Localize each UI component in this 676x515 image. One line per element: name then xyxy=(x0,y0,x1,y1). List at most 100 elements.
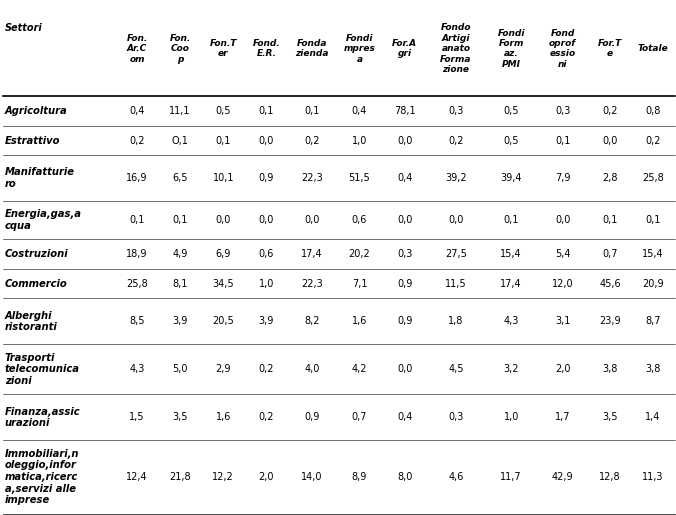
Text: 17,4: 17,4 xyxy=(301,249,322,259)
Text: 8,2: 8,2 xyxy=(304,316,320,327)
Text: 4,5: 4,5 xyxy=(448,364,464,374)
Text: 0,0: 0,0 xyxy=(259,215,274,225)
Text: 0,2: 0,2 xyxy=(602,106,618,116)
Text: 39,4: 39,4 xyxy=(500,173,522,183)
Text: 0,0: 0,0 xyxy=(555,215,571,225)
Text: 15,4: 15,4 xyxy=(642,249,664,259)
Text: 4,3: 4,3 xyxy=(129,364,145,374)
Text: 20,5: 20,5 xyxy=(212,316,234,327)
Text: 12,0: 12,0 xyxy=(552,279,573,289)
Text: 0,4: 0,4 xyxy=(397,173,412,183)
Text: 1,0: 1,0 xyxy=(352,135,367,146)
Text: 0,0: 0,0 xyxy=(397,135,412,146)
Text: Commercio: Commercio xyxy=(5,279,68,289)
Text: 0,9: 0,9 xyxy=(304,413,320,422)
Text: 0,1: 0,1 xyxy=(172,215,188,225)
Text: 8,9: 8,9 xyxy=(352,472,367,482)
Text: 78,1: 78,1 xyxy=(394,106,416,116)
Text: 0,2: 0,2 xyxy=(448,135,464,146)
Text: 6,9: 6,9 xyxy=(216,249,231,259)
Text: 3,8: 3,8 xyxy=(646,364,660,374)
Text: 3,8: 3,8 xyxy=(602,364,618,374)
Text: 0,0: 0,0 xyxy=(259,135,274,146)
Text: 22,3: 22,3 xyxy=(301,279,322,289)
Text: O,1: O,1 xyxy=(172,135,189,146)
Text: 0,8: 0,8 xyxy=(646,106,660,116)
Text: 0,2: 0,2 xyxy=(646,135,661,146)
Text: 4,2: 4,2 xyxy=(352,364,367,374)
Text: 21,8: 21,8 xyxy=(169,472,191,482)
Text: 0,9: 0,9 xyxy=(397,279,412,289)
Text: 45,6: 45,6 xyxy=(599,279,621,289)
Text: 3,1: 3,1 xyxy=(555,316,571,327)
Text: 0,4: 0,4 xyxy=(129,106,145,116)
Text: 2,8: 2,8 xyxy=(602,173,618,183)
Text: Alberghi
ristoranti: Alberghi ristoranti xyxy=(5,311,57,332)
Text: 25,8: 25,8 xyxy=(642,173,664,183)
Text: 1,8: 1,8 xyxy=(448,316,464,327)
Text: 12,2: 12,2 xyxy=(212,472,234,482)
Text: 0,5: 0,5 xyxy=(216,106,231,116)
Text: 14,0: 14,0 xyxy=(301,472,322,482)
Text: 0,1: 0,1 xyxy=(304,106,320,116)
Text: 20,9: 20,9 xyxy=(642,279,664,289)
Text: 22,3: 22,3 xyxy=(301,173,322,183)
Text: 0,0: 0,0 xyxy=(304,215,320,225)
Text: Finanza,assic
urazioni: Finanza,assic urazioni xyxy=(5,406,80,428)
Text: Fonda
zienda: Fonda zienda xyxy=(295,39,329,58)
Text: 0,1: 0,1 xyxy=(504,215,519,225)
Text: 0,1: 0,1 xyxy=(602,215,618,225)
Text: 34,5: 34,5 xyxy=(212,279,234,289)
Text: 0,5: 0,5 xyxy=(504,106,519,116)
Text: 2,0: 2,0 xyxy=(259,472,274,482)
Text: 18,9: 18,9 xyxy=(126,249,147,259)
Text: 0,1: 0,1 xyxy=(216,135,231,146)
Text: 3,5: 3,5 xyxy=(602,413,618,422)
Text: 0,0: 0,0 xyxy=(397,215,412,225)
Text: Fondi
Form
az.
PMI: Fondi Form az. PMI xyxy=(498,28,525,69)
Text: Fon.
Coo
p: Fon. Coo p xyxy=(170,34,191,63)
Text: 0,3: 0,3 xyxy=(397,249,412,259)
Text: 0,6: 0,6 xyxy=(352,215,367,225)
Text: 25,8: 25,8 xyxy=(126,279,148,289)
Text: 0,1: 0,1 xyxy=(555,135,571,146)
Text: 12,8: 12,8 xyxy=(599,472,621,482)
Text: 0,6: 0,6 xyxy=(259,249,274,259)
Text: 4,9: 4,9 xyxy=(172,249,188,259)
Text: Fond
oprof
essio
ni: Fond oprof essio ni xyxy=(549,28,576,69)
Text: 0,9: 0,9 xyxy=(397,316,412,327)
Text: Totale: Totale xyxy=(637,44,669,53)
Text: Agricoltura: Agricoltura xyxy=(5,106,68,116)
Text: 1,5: 1,5 xyxy=(129,413,145,422)
Text: 0,4: 0,4 xyxy=(397,413,412,422)
Text: 0,2: 0,2 xyxy=(259,413,274,422)
Text: 0,3: 0,3 xyxy=(448,106,464,116)
Text: 8,5: 8,5 xyxy=(129,316,145,327)
Text: 0,3: 0,3 xyxy=(555,106,571,116)
Text: 3,9: 3,9 xyxy=(259,316,274,327)
Text: 0,1: 0,1 xyxy=(129,215,145,225)
Text: 16,9: 16,9 xyxy=(126,173,147,183)
Text: Immobiliari,n
oleggio,infor
matica,ricerc
a,servizi alle
imprese: Immobiliari,n oleggio,infor matica,ricer… xyxy=(5,449,79,505)
Text: 3,5: 3,5 xyxy=(172,413,188,422)
Text: 0,1: 0,1 xyxy=(259,106,274,116)
Text: 0,2: 0,2 xyxy=(129,135,145,146)
Text: 5,4: 5,4 xyxy=(555,249,571,259)
Text: 2,9: 2,9 xyxy=(216,364,231,374)
Text: 4,0: 4,0 xyxy=(304,364,320,374)
Text: Manifatturie
ro: Manifatturie ro xyxy=(5,167,75,189)
Text: Fond.
E.R.: Fond. E.R. xyxy=(253,39,281,58)
Text: 1,6: 1,6 xyxy=(216,413,231,422)
Text: 8,7: 8,7 xyxy=(646,316,661,327)
Text: 11,5: 11,5 xyxy=(445,279,466,289)
Text: 15,4: 15,4 xyxy=(500,249,522,259)
Text: 0,0: 0,0 xyxy=(397,364,412,374)
Text: 11,3: 11,3 xyxy=(642,472,664,482)
Text: 6,5: 6,5 xyxy=(172,173,188,183)
Text: 42,9: 42,9 xyxy=(552,472,573,482)
Text: 0,0: 0,0 xyxy=(602,135,618,146)
Text: 20,2: 20,2 xyxy=(349,249,370,259)
Text: 0,0: 0,0 xyxy=(216,215,231,225)
Text: 11,7: 11,7 xyxy=(500,472,522,482)
Text: 0,9: 0,9 xyxy=(259,173,274,183)
